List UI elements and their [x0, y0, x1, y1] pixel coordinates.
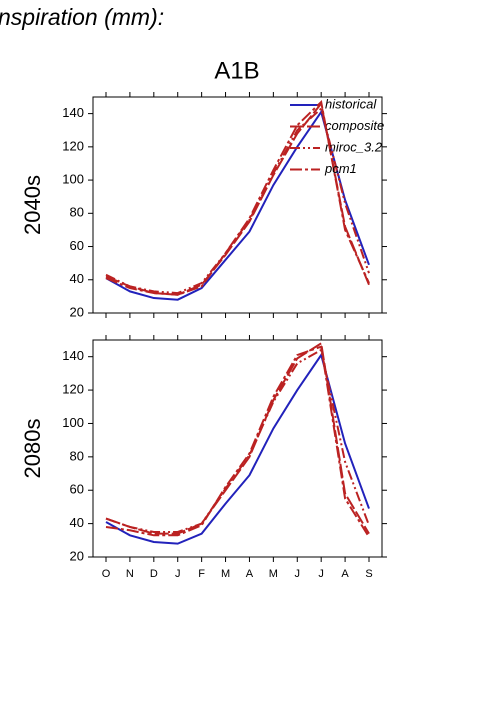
x-tick-label: N [126, 568, 134, 580]
legend-label: historical [325, 96, 377, 111]
x-tick-label: J [175, 568, 181, 580]
series-line [105, 352, 370, 545]
x-tick-label: J [318, 568, 324, 580]
y-tick-label: 40 [70, 515, 84, 530]
plot-frame [92, 339, 383, 558]
y-tick-label: 80 [70, 448, 84, 463]
panel-title: A1B [214, 57, 259, 84]
y-tick-label: 60 [70, 238, 84, 253]
x-tick-label: A [341, 568, 349, 580]
y-tick-label: 140 [62, 105, 84, 120]
y-tick-label: 60 [70, 482, 84, 497]
y-tick-label: 80 [70, 205, 84, 220]
series-line [105, 106, 370, 295]
series-line [105, 345, 370, 538]
y-tick-label: 20 [70, 548, 84, 563]
legend-label: miroc_3.2 [325, 139, 383, 154]
series-line [105, 99, 370, 296]
y-tick-label: 40 [70, 271, 84, 286]
y-tick-label: 100 [62, 415, 84, 430]
page-title: nspiration (mm): [0, 4, 164, 30]
y-axis-label: 2040s [20, 175, 45, 235]
x-tick-label: D [150, 568, 158, 580]
x-tick-label: M [221, 568, 230, 580]
x-tick-label: M [269, 568, 278, 580]
y-tick-label: 100 [62, 172, 84, 187]
y-tick-label: 140 [62, 348, 84, 363]
x-tick-label: O [102, 568, 111, 580]
x-tick-label: J [295, 568, 301, 580]
y-axis-label: 2080s [20, 419, 45, 479]
plot-frame [92, 96, 383, 314]
x-tick-label: S [365, 568, 372, 580]
series-line [105, 348, 370, 533]
series-line [105, 341, 370, 535]
y-tick-label: 120 [62, 382, 84, 397]
legend-label: pcm1 [324, 161, 357, 176]
x-tick-label: A [246, 568, 254, 580]
x-tick-label: F [198, 568, 205, 580]
y-tick-label: 20 [70, 304, 84, 319]
y-tick-label: 120 [62, 138, 84, 153]
legend-label: composite [325, 118, 384, 133]
